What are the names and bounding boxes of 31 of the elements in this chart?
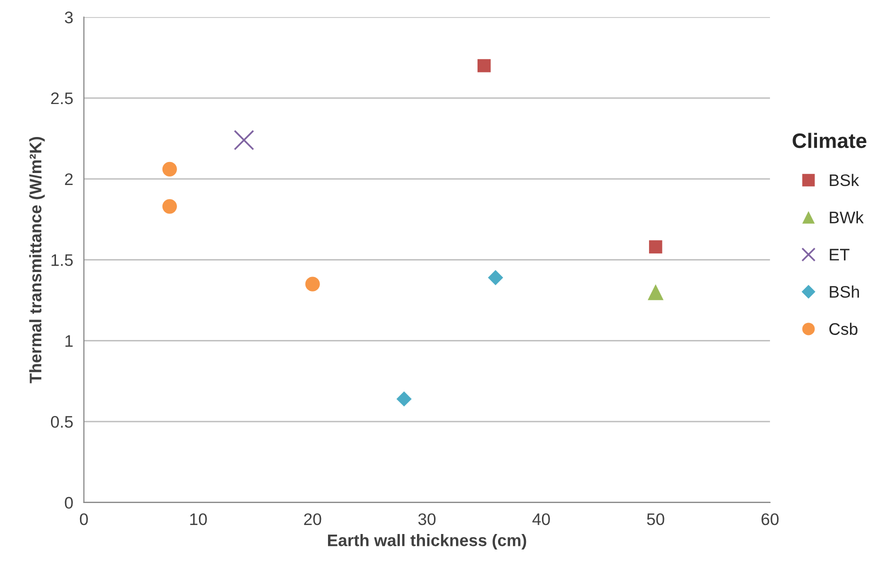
y-tick-label: 3 <box>64 12 73 24</box>
legend-label: Csb <box>829 322 858 335</box>
point <box>305 276 320 292</box>
y-axis-title: Thermal transmittance (W/m²K) <box>29 137 45 384</box>
x-tick-label: 30 <box>418 513 436 526</box>
point <box>162 199 177 214</box>
x-tick-label: 60 <box>762 513 779 526</box>
point <box>478 59 491 72</box>
y-tick-label: 0.5 <box>50 416 73 428</box>
legend-label: BSk <box>830 174 860 186</box>
y-tick-label: 1.5 <box>52 254 73 266</box>
y-tick-label: 2.5 <box>51 92 73 104</box>
legend-label: BSh <box>830 286 859 298</box>
point <box>648 284 664 300</box>
x-tick-label: 40 <box>532 513 550 526</box>
legend-label: ET <box>830 248 850 260</box>
x-tick-label: 20 <box>304 513 322 526</box>
point <box>649 240 662 254</box>
x-tick-label: 10 <box>190 513 207 526</box>
point <box>396 391 412 407</box>
x-tick-label: 0 <box>80 513 88 526</box>
point <box>488 270 504 286</box>
point <box>234 130 254 150</box>
point <box>162 162 177 176</box>
y-tick-label: 1 <box>65 335 73 347</box>
x-tick-label: 50 <box>647 513 664 526</box>
legend-title: Climate <box>792 132 866 148</box>
legend-label: BWk <box>830 211 864 224</box>
y-tick-label: 2 <box>65 173 73 185</box>
x-axis-title: Earth wall thickness (cm) <box>328 534 526 550</box>
y-tick-label: 0 <box>64 496 73 509</box>
